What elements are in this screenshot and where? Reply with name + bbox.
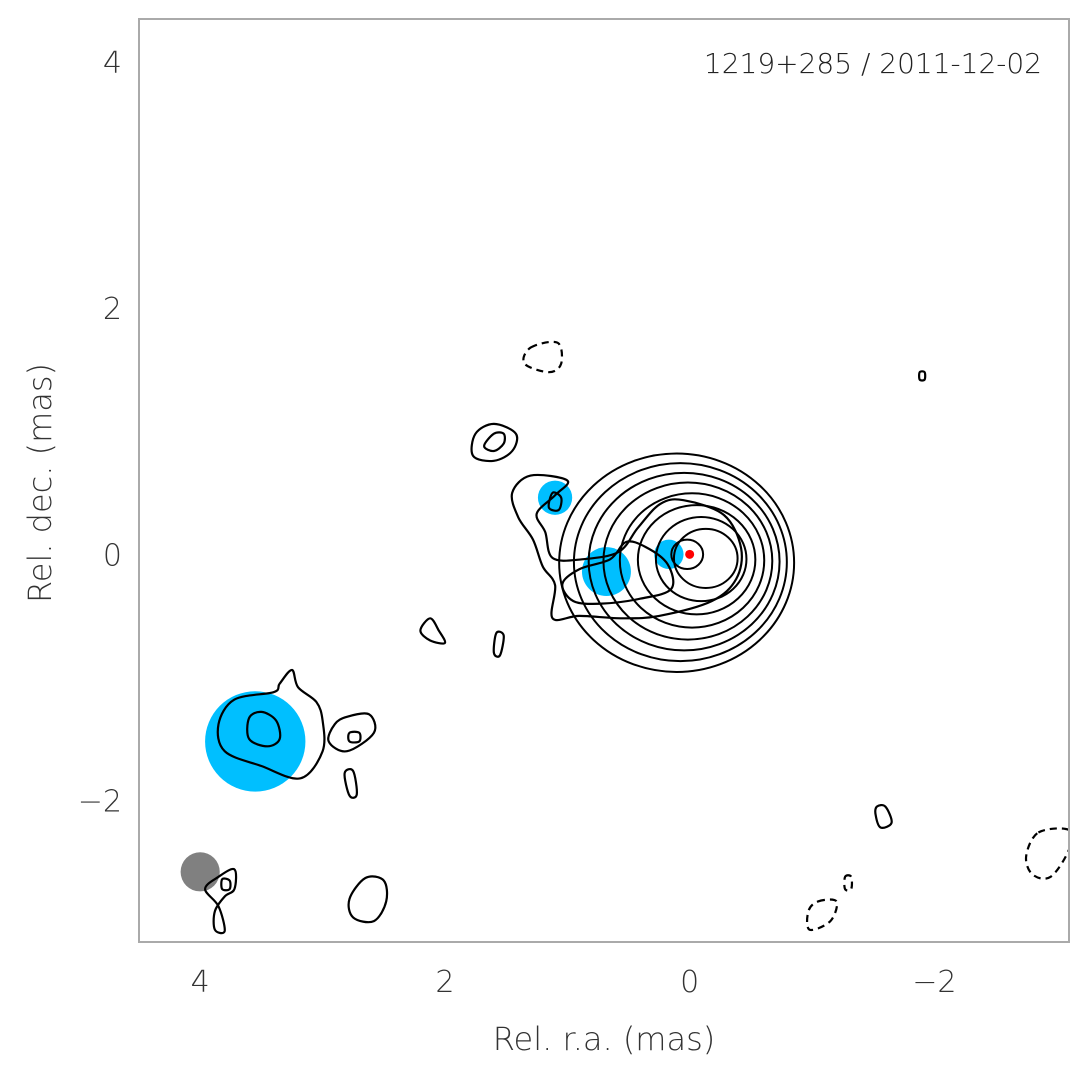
contour-7 [492, 630, 505, 658]
source-epoch-annotation: 1219+285 / 2011-12-02 [704, 47, 1042, 80]
y-axis-label: Rel. dec. (mas) [21, 363, 59, 603]
contour-12 [343, 768, 358, 799]
x-tick-label: 0 [680, 965, 699, 1000]
x-tick-label: −2 [912, 965, 956, 1000]
contour-1 [510, 473, 743, 622]
y-tick-label: 0 [103, 538, 122, 573]
contour-11 [347, 730, 362, 744]
contour-15 [347, 875, 389, 924]
core-contour-3 [636, 504, 757, 616]
tick-layer: 4 2 0 −2 4 2 0 −2 [78, 46, 957, 1000]
contour-8 [216, 668, 326, 780]
core-contour-8 [558, 452, 796, 673]
contour-16 [874, 803, 893, 829]
x-tick-label: 4 [191, 965, 210, 1000]
negative-contour-18 [522, 340, 564, 374]
core-contour-2 [654, 515, 748, 603]
core-contour-5 [602, 481, 774, 641]
contour-13 [204, 867, 238, 935]
y-tick-label: 2 [103, 292, 122, 327]
plot-frame [138, 18, 1070, 943]
y-tick-label: 4 [103, 46, 122, 81]
x-tick-label: 2 [435, 965, 454, 1000]
core-marker [685, 549, 695, 559]
contour-14 [220, 877, 232, 892]
core-contour-7 [572, 462, 788, 663]
component-layer [180, 480, 684, 892]
core-contour-1 [672, 527, 739, 589]
contour-6 [419, 617, 447, 645]
core-layer [685, 549, 695, 559]
negative-contour-19 [805, 898, 839, 932]
core-contour-4 [618, 492, 766, 629]
core-contour-inner [670, 538, 705, 571]
core-contour-6 [587, 471, 781, 652]
negative-contour-21 [1024, 827, 1069, 880]
contour-17 [918, 370, 927, 382]
contour-layer [204, 340, 1069, 935]
x-axis-label: Rel. r.a. (mas) [493, 1020, 715, 1058]
beam-ellipse [180, 852, 220, 892]
contour-4 [470, 422, 519, 463]
contour-10 [327, 712, 377, 753]
negative-contour-20 [843, 874, 854, 892]
plot-area [180, 340, 1069, 935]
y-tick-label: −2 [78, 784, 122, 819]
model-component-2 [581, 547, 631, 597]
contour-5 [483, 431, 506, 453]
contour-9 [246, 710, 282, 748]
contour-3 [547, 491, 563, 512]
model-component-4 [205, 691, 306, 792]
